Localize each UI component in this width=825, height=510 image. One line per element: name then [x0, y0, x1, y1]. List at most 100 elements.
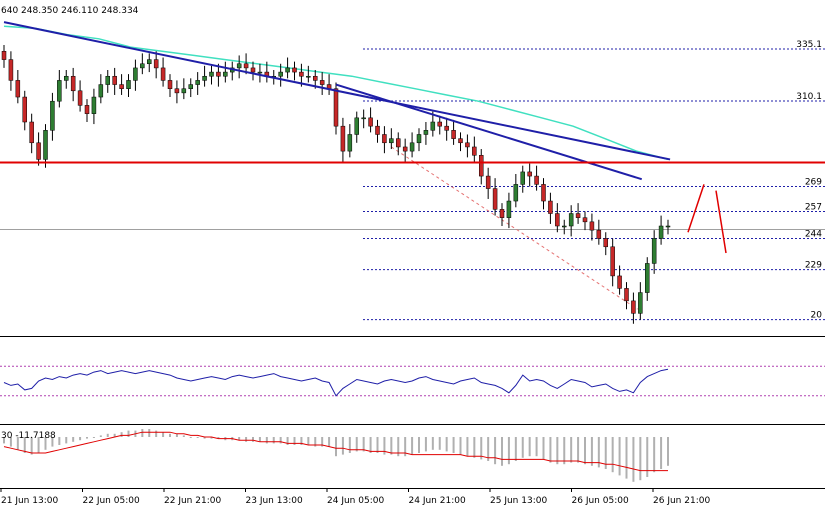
macd-bar [590, 437, 593, 466]
candle-body [375, 125, 380, 135]
candle [506, 192, 512, 229]
macd-bar [369, 437, 372, 453]
candle-body [396, 138, 401, 148]
macd-bar [501, 437, 503, 466]
macd-bar [577, 437, 580, 463]
macd-bar [431, 437, 434, 450]
macd-bar [611, 437, 614, 473]
x-tick-label-5: 24 Jun 21:00 [409, 496, 466, 506]
candle-body [223, 71, 228, 77]
candle [70, 67, 76, 102]
candle-body [257, 71, 263, 74]
candle [98, 74, 104, 104]
candle-body [1, 51, 7, 60]
candle [209, 65, 214, 85]
fib-diagonal [391, 146, 638, 310]
candle-body [22, 96, 27, 123]
candle [91, 88, 97, 125]
candle [423, 122, 429, 145]
candle-body [409, 142, 415, 152]
macd-bar [348, 437, 351, 453]
candle [402, 138, 408, 162]
macd-bar [328, 437, 331, 447]
macd-bar [459, 437, 462, 455]
candle-body [299, 71, 304, 77]
candle-body [665, 225, 671, 228]
fib-label-1: 310.1 [796, 92, 822, 102]
candle-body [368, 117, 373, 127]
candle [492, 178, 498, 216]
macd-bar [556, 437, 559, 465]
candle-body [465, 142, 470, 148]
candle [174, 80, 180, 104]
macd-bar [660, 437, 663, 469]
macd-bar [203, 437, 206, 439]
candle-body [513, 184, 519, 202]
candle [50, 92, 55, 141]
candle [389, 128, 394, 150]
candle-body [596, 229, 602, 239]
macd-bar [584, 437, 586, 465]
candle [437, 115, 442, 135]
candle-body [43, 130, 48, 160]
candle-body [603, 238, 608, 248]
x-tick-label-3: 23 Jun 13:00 [246, 496, 303, 506]
candle [1, 45, 7, 68]
macd-bar [480, 437, 483, 460]
macd-bar [625, 437, 628, 479]
candle [458, 132, 463, 152]
projection-up-arrow [687, 184, 705, 233]
candle [361, 109, 366, 129]
rsi-panel[interactable] [0, 365, 825, 397]
macd-bar [169, 433, 171, 437]
macd-bar [563, 437, 566, 465]
candle [368, 107, 373, 133]
candle [250, 61, 256, 81]
price-panel[interactable]: 335.1 310.1 269 257 244 229 20 640 248.350 246… [0, 6, 825, 324]
macd-bar [452, 437, 455, 453]
macd-panel[interactable]: 30 -11.7188 [1, 429, 669, 482]
candle [658, 215, 664, 245]
candle [416, 128, 422, 152]
candle-body [64, 75, 69, 81]
candle-body [541, 184, 546, 202]
macd-bar [141, 429, 144, 437]
candle [202, 65, 207, 87]
macd-bar [487, 437, 490, 461]
candle [409, 132, 415, 158]
candle [582, 211, 588, 231]
candle [167, 74, 173, 98]
macd-bar [362, 437, 365, 452]
macd-readout: 30 -11.7188 [1, 431, 56, 441]
candle-body [347, 134, 353, 152]
macd-bar [341, 437, 344, 455]
candle [651, 230, 657, 274]
macd-bar [113, 433, 116, 437]
candle [520, 165, 525, 193]
candle [499, 203, 505, 226]
candle-body [285, 67, 290, 73]
candle [596, 219, 602, 245]
candle [485, 167, 491, 199]
fib-label-6: 20 [811, 311, 823, 321]
candle [8, 51, 14, 91]
candle [112, 67, 117, 95]
candle [541, 178, 546, 210]
candle-body [651, 238, 657, 264]
candle [548, 192, 553, 224]
candle-body [292, 67, 297, 73]
macd-bar [279, 437, 282, 444]
candle-body [319, 80, 325, 85]
candle [105, 70, 110, 93]
candle [57, 70, 62, 108]
candle-body [243, 63, 249, 69]
macd-bar [182, 435, 185, 437]
fib-label-2: 269 [805, 177, 822, 187]
x-tick-label-0: 21 Jun 13:00 [1, 496, 58, 506]
candle-body [340, 125, 346, 152]
candle-body [119, 84, 124, 89]
macd-bar [632, 437, 635, 482]
candle-body [499, 209, 505, 218]
macd-bar [86, 437, 88, 439]
candle [396, 132, 401, 156]
